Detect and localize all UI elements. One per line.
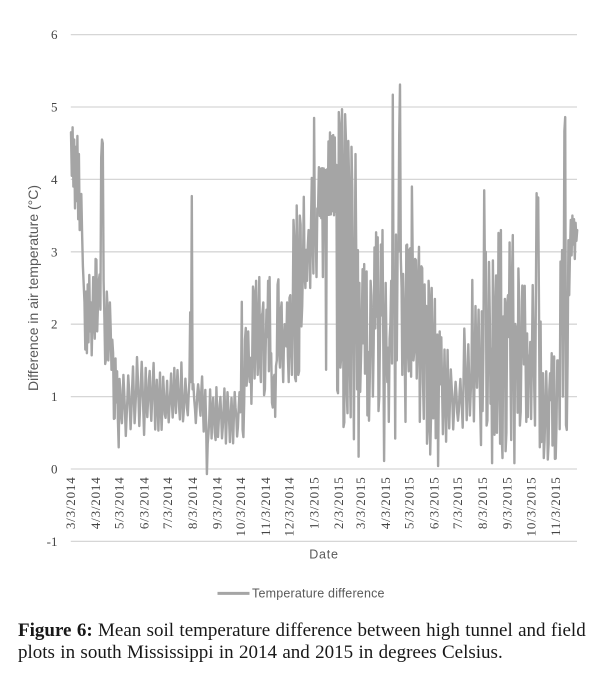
svg-text:1: 1 <box>51 389 58 404</box>
svg-text:1/3/2015: 1/3/2015 <box>306 477 321 530</box>
svg-text:7/3/2014: 7/3/2014 <box>160 477 175 530</box>
svg-text:3/3/2015: 3/3/2015 <box>353 477 368 530</box>
svg-text:8/3/2014: 8/3/2014 <box>185 477 200 530</box>
svg-text:-1: -1 <box>47 534 58 549</box>
svg-text:4: 4 <box>51 172 58 187</box>
svg-text:0: 0 <box>51 462 58 477</box>
svg-text:4/3/2015: 4/3/2015 <box>378 477 393 530</box>
svg-text:10/3/2015: 10/3/2015 <box>523 477 538 537</box>
svg-text:11/3/2015: 11/3/2015 <box>548 477 563 536</box>
svg-text:10/3/2014: 10/3/2014 <box>233 477 248 537</box>
svg-text:2: 2 <box>51 317 58 332</box>
svg-text:9/3/2014: 9/3/2014 <box>209 477 224 530</box>
svg-text:3/3/2014: 3/3/2014 <box>63 477 78 530</box>
svg-text:9/3/2015: 9/3/2015 <box>499 477 514 530</box>
svg-text:6: 6 <box>51 27 58 42</box>
svg-text:2/3/2015: 2/3/2015 <box>331 477 346 530</box>
svg-text:5/3/2014: 5/3/2014 <box>112 477 127 530</box>
svg-text:11/3/2014: 11/3/2014 <box>258 477 273 536</box>
svg-text:4/3/2014: 4/3/2014 <box>88 477 103 530</box>
svg-text:Date: Date <box>309 548 339 562</box>
svg-text:Temperature difference: Temperature difference <box>252 586 385 600</box>
svg-text:7/3/2015: 7/3/2015 <box>450 477 465 530</box>
svg-text:5: 5 <box>51 100 58 115</box>
svg-text:8/3/2015: 8/3/2015 <box>475 477 490 530</box>
svg-text:Difference in air temperature: Difference in air temperature (°C) <box>25 185 41 391</box>
svg-text:6/3/2014: 6/3/2014 <box>136 477 151 530</box>
svg-text:3: 3 <box>51 244 58 259</box>
svg-text:6/3/2015: 6/3/2015 <box>426 477 441 530</box>
svg-text:5/3/2015: 5/3/2015 <box>402 477 417 530</box>
svg-text:12/3/2014: 12/3/2014 <box>282 477 297 537</box>
